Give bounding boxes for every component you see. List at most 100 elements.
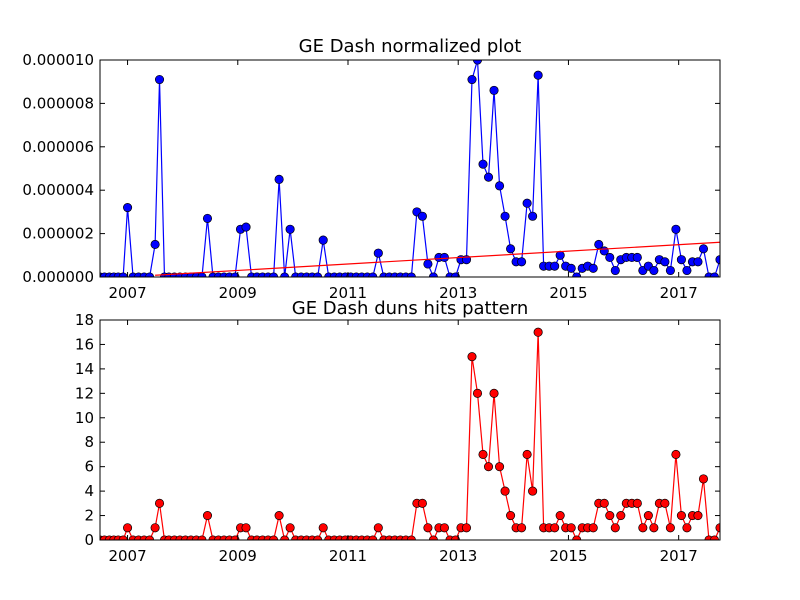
normalized-y-tick-label: 0.000008 (22, 94, 94, 112)
normalized-data-point (632, 252, 642, 263)
normalized-data-point (373, 248, 383, 258)
normalized-data-point (123, 203, 133, 213)
duns-hits-y-tick-label: 18 (75, 311, 94, 329)
normalized-data-point (528, 211, 538, 221)
duns-hits-data-point (693, 511, 703, 521)
normalized-data-point (665, 265, 675, 276)
duns-hits-data-point (478, 449, 488, 459)
normalized-data-point (522, 198, 532, 208)
duns-hits-y-tick-label: 0 (84, 531, 94, 549)
duns-hits-data-point (566, 523, 576, 533)
normalized-data-point (693, 257, 703, 267)
duns-hits-y-tick-label: 10 (75, 409, 94, 427)
duns-hits-y-tick-label: 6 (84, 458, 94, 476)
normalized-data-point (566, 263, 576, 273)
normalized-data-point (605, 252, 615, 263)
duns-hits-data-point (671, 449, 681, 459)
normalized-data-point (472, 60, 483, 65)
duns-hits-data-point (154, 498, 165, 508)
duns-hits-data-point (423, 523, 433, 533)
normalized-data-point (202, 213, 213, 223)
normalized-data-point (285, 224, 295, 234)
duns-hits-data-point (285, 523, 295, 533)
normalized-data-point (241, 222, 251, 232)
duns-hits-data-point (241, 523, 251, 533)
normalized-data-point (150, 239, 160, 249)
normalized-plot-title: GE Dash normalized plot (299, 36, 522, 57)
duns-hits-data-point (274, 511, 284, 521)
duns-hits-data-point (616, 511, 626, 521)
duns-hits-data-point (489, 388, 499, 398)
normalized-data-point (698, 244, 709, 254)
duns-hits-marks (100, 327, 720, 540)
normalized-data-point (495, 181, 505, 191)
normalized-y-tick-label: 0.000004 (22, 181, 94, 199)
duns-hits-plot-area (100, 327, 720, 540)
normalized-data-point (671, 224, 681, 234)
normalized-data-point (417, 211, 427, 221)
duns-hits-data-point (550, 523, 560, 533)
normalized-data-point (274, 174, 284, 184)
normalized-series-line (100, 60, 720, 277)
duns-hits-data-point (588, 523, 598, 533)
duns-hits-data-point (439, 523, 449, 533)
duns-hits-x-tick-label: 2013 (439, 547, 477, 565)
normalized-plot-panel: GE Dash normalized plot 2007 2009 2011 2013… (22, 36, 721, 302)
duns-hits-axes: 2007 2009 2011 2013 2015 2017 0 2 4 6 8 10 12 14 16 18 (75, 311, 721, 565)
normalized-x-tick-label: 2013 (439, 284, 477, 302)
duns-hits-data-point (605, 511, 615, 521)
duns-hits-data-point (500, 486, 510, 496)
normalized-y-tick-label: 0.000002 (22, 225, 94, 243)
duns-hits-data-point (467, 352, 477, 362)
duns-hits-data-point (417, 498, 427, 508)
normalized-trend-line (155, 241, 720, 276)
normalized-x-tick-label: 2017 (660, 284, 698, 302)
duns-hits-data-point (533, 327, 543, 337)
normalized-data-point (318, 235, 328, 245)
normalized-data-point (550, 261, 560, 271)
duns-hits-panel: GE Dash duns hits pattern 2007 2009 2011 20… (75, 298, 721, 565)
duns-hits-data-point (599, 498, 609, 508)
normalized-data-point (423, 259, 433, 269)
duns-hits-data-point (483, 462, 494, 472)
duns-hits-data-point (676, 511, 686, 521)
normalized-data-point (682, 265, 692, 276)
duns-hits-x-tick-label: 2007 (108, 547, 146, 565)
duns-hits-y-tick-label: 4 (84, 482, 94, 500)
normalized-data-point (500, 211, 510, 221)
normalized-x-tick-label: 2007 (108, 284, 146, 302)
duns-hits-data-point (123, 523, 133, 533)
normalized-data-point (483, 172, 494, 182)
normalized-plot-axes: 2007 2009 2011 2013 2015 2017 0.000000 0.000002… (22, 51, 721, 302)
duns-hits-data-point (472, 388, 483, 398)
normalized-data-point (588, 263, 598, 273)
normalized-data-point (594, 239, 604, 249)
duns-hits-data-point (495, 462, 505, 472)
duns-hits-y-tick-label: 8 (84, 433, 94, 451)
normalized-data-point (154, 74, 165, 85)
duns-hits-data-point (202, 511, 213, 521)
normalized-data-point (610, 265, 620, 276)
duns-hits-data-point (632, 498, 642, 508)
duns-hits-y-tick-label: 14 (75, 360, 94, 378)
duns-hits-data-point (665, 523, 675, 533)
duns-hits-data-point (698, 474, 709, 484)
normalized-x-tick-label: 2015 (549, 284, 587, 302)
duns-hits-axes-frame (99, 319, 721, 541)
normalized-axes-frame (99, 59, 721, 278)
normalized-data-point (467, 74, 477, 85)
duns-hits-data-point (643, 511, 653, 521)
duns-hits-data-point (522, 449, 532, 459)
normalized-data-point (533, 70, 543, 80)
normalized-plot-area (100, 60, 720, 277)
duns-hits-data-point (610, 523, 620, 533)
duns-hits-data-point (150, 523, 160, 533)
duns-hits-data-point (638, 523, 648, 533)
duns-hits-series-line (100, 332, 720, 540)
normalized-data-point (489, 85, 499, 95)
duns-hits-x-tick-label: 2015 (549, 547, 587, 565)
duns-hits-data-point (660, 498, 670, 508)
duns-hits-x-tick-label: 2017 (660, 547, 698, 565)
duns-hits-data-point (318, 523, 328, 533)
